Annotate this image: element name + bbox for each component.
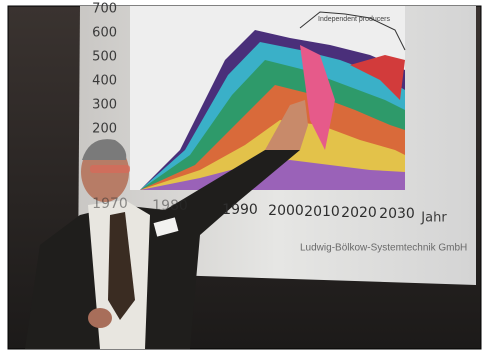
x-tick-label: 1980	[152, 198, 188, 214]
scene: 700 600 500 400 300 200 1970 1980 1990 2…	[7, 2, 482, 350]
y-tick-label: 700	[92, 2, 117, 17]
x-tick-label: 1970	[92, 196, 128, 212]
presenter	[25, 100, 308, 349]
annotation: Independent producers	[318, 16, 390, 23]
y-tick-label: 200	[92, 122, 117, 137]
credit: Ludwig-Bölkow-Systemtechnik GmbH	[300, 243, 467, 254]
x-tick-label: 2030	[379, 206, 415, 222]
x-tick-label: 2000	[268, 203, 304, 219]
x-tick-label: 1990	[222, 202, 258, 218]
x-axis-unit: Jahr	[420, 211, 447, 226]
y-tick-label: 500	[92, 50, 117, 65]
x-tick-label: 2020	[341, 205, 377, 221]
y-tick-label: 300	[92, 98, 117, 113]
y-tick-label: 400	[92, 74, 117, 89]
y-tick-label: 600	[92, 26, 117, 41]
x-tick-label: 2010	[304, 204, 340, 220]
